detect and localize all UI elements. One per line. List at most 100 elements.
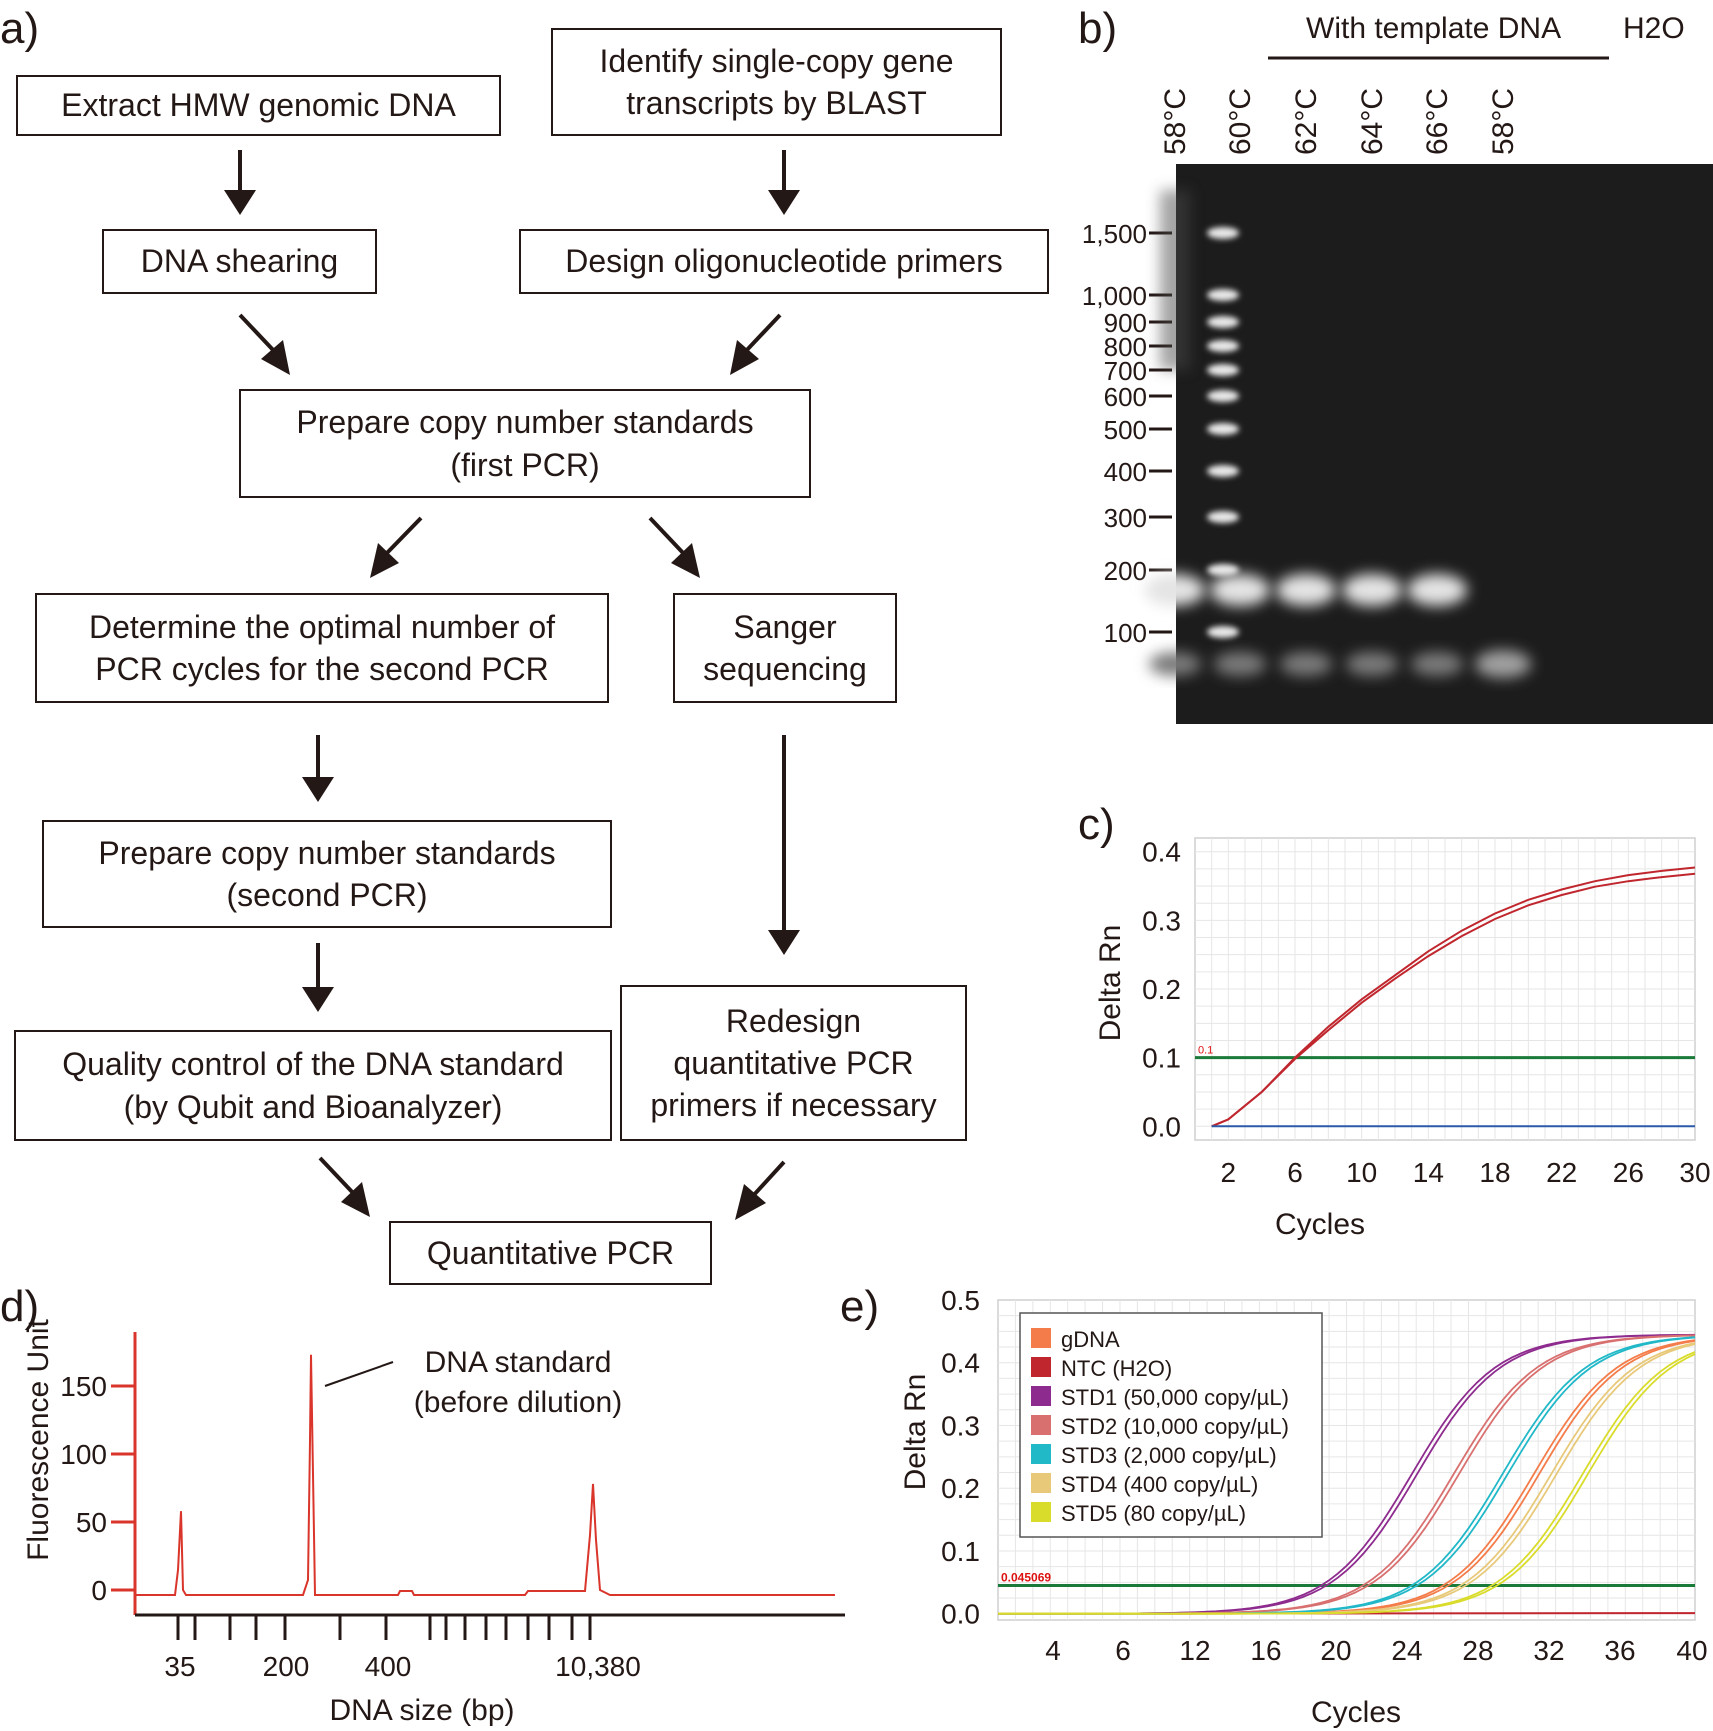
chart-e: 4 6 12 16 20 24 28 32 36 40 0.0 0.1 0.2 0.3 0.4 0.5 0.0… [899,1285,1708,1729]
chart-e-ytick: 0.5 [941,1285,980,1316]
gel-primer-dimer [1280,652,1332,676]
chart-e-ytick: 0.0 [941,1599,980,1630]
chart-e-legend-swatch [1031,1328,1051,1348]
chart-e-xlabel: Cycles [1311,1696,1401,1729]
gel-pcr-band [1342,574,1402,606]
chart-e-legend-label: STD4 (400 copy/µL) [1061,1472,1258,1497]
panel-label-c: c) [1078,800,1115,849]
chart-e-xtick: 20 [1320,1635,1351,1666]
gel-ladder-band [1207,626,1239,638]
chart-c-ylabel: Delta Rn [1094,925,1127,1042]
gel-lane-label: 60°C [1224,88,1257,155]
gel-panel: 58°C 60°C 62°C 64°C 66°C 58°C 1,500 1,00090080… [1082,56,1713,724]
chart-e-xtick: 32 [1533,1635,1564,1666]
arrow-extract-to-shearing [224,150,256,215]
chart-e-xtick: 6 [1115,1635,1131,1666]
chart-c-xtick: 14 [1413,1157,1444,1188]
panel-label-e: e) [840,1282,880,1331]
chart-c-xtick: 18 [1479,1157,1510,1188]
gel-ladder-band [1207,364,1239,376]
gel-ladder-band [1207,511,1239,523]
box-dna-shearing: DNA shearing [102,229,377,294]
gel-header-h2o: H2O [1623,12,1685,45]
arrow-prepare-to-determine [370,516,423,578]
gel-lane-label: 64°C [1356,88,1389,155]
gel-ladder-band [1207,390,1239,402]
chart-e-xtick: 16 [1250,1635,1281,1666]
chart-e-ylabel: Delta Rn [899,1374,932,1491]
box-prepare-first-pcr: Prepare copy number standards (first PCR… [239,389,811,498]
chart-c-ytick: 0.4 [1142,837,1181,868]
box-design-primers: Design oligonucleotide primers [519,229,1049,294]
chart-e-legend-box [1019,1312,1323,1538]
chart-e-ytick: 0.4 [941,1348,980,1379]
gel-primer-dimer [1411,652,1463,676]
chart-c-ytick: 0.0 [1142,1111,1181,1142]
chart-d-ytick: 0 [91,1575,107,1606]
gel-header-template: With template DNA [1306,12,1562,45]
box-redesign-primers: Redesign quantitative PCR primers if nec… [620,985,967,1141]
gel-ladder-label: 200 [1104,556,1147,586]
gel-ladder-label: 900 [1104,308,1147,338]
chart-e-ytick: 0.2 [941,1473,980,1504]
chart-d-ytick: 150 [60,1371,107,1402]
chart-c-xtick: 10 [1346,1157,1377,1188]
chart-c-ytick: 0.2 [1142,974,1181,1005]
box-quantitative-pcr: Quantitative PCR [389,1221,712,1285]
chart-e-xtick: 36 [1604,1635,1635,1666]
gel-ladder-label: 800 [1104,332,1147,362]
arrow-prepare-to-sanger [648,516,700,578]
gel-ladder-label: 1,000 [1082,281,1147,311]
panel-label-a: a) [0,4,40,53]
chart-e-legend-label: gDNA [1061,1327,1120,1352]
arrow-sanger-to-redesign [768,735,800,955]
chart-c-threshold-label: 0.1 [1198,1045,1213,1057]
chart-c-ytick: 0.1 [1142,1043,1181,1074]
gel-image [1176,164,1713,724]
chart-c-xtick: 30 [1679,1157,1710,1188]
box-extract-hmw-dna: Extract HMW genomic DNA [16,75,501,136]
gel-ladder-label: 300 [1104,503,1147,533]
gel-smear [1160,190,1190,370]
box-identify-single-copy: Identify single-copy gene transcripts by… [551,28,1002,136]
chart-e-xtick: 24 [1391,1635,1422,1666]
chart-e-legend-swatch [1031,1386,1051,1406]
box-sanger-sequencing: Sanger sequencing [673,593,897,703]
arrow-quality-to-qpcr [318,1156,370,1217]
gel-lane-label: 66°C [1421,88,1454,155]
chart-c-xtick: 6 [1287,1157,1303,1188]
chart-d-xtick: 400 [365,1651,412,1682]
chart-c-xtick: 2 [1221,1157,1237,1188]
chart-d-ytick: 50 [76,1507,107,1538]
gel-ladder-label: 600 [1104,382,1147,412]
chart-e-series-line [998,1353,1696,1615]
gel-ladder-band [1207,564,1239,576]
chart-e-xtick: 4 [1045,1635,1061,1666]
gel-ladder-label: 400 [1104,457,1147,487]
gel-primer-dimer [1149,652,1201,676]
gel-ladder-label: 500 [1104,415,1147,445]
chart-e-legend-swatch [1031,1415,1051,1435]
chart-e-xtick: 40 [1676,1635,1707,1666]
chart-c-xtick: 26 [1613,1157,1644,1188]
arrow-determine-to-second [302,735,334,802]
gel-ladder-label: 700 [1104,356,1147,386]
chart-e-threshold-label: 0.045069 [1001,1570,1051,1584]
gel-lane-label: 58°C [1487,88,1520,155]
gel-ladder-band [1207,340,1239,352]
gel-ladder-band [1207,289,1239,301]
chart-c-ytick: 0.3 [1142,905,1181,936]
box-quality-control: Quality control of the DNA standard (by … [14,1030,612,1141]
arrow-shearing-to-prepare [238,313,290,375]
gel-ladder-label: 1,500 [1082,219,1147,249]
chart-c-xtick: 22 [1546,1157,1577,1188]
arrow-design-to-prepare [730,313,782,375]
chart-d-trace [135,1354,835,1596]
gel-lane-label: 62°C [1290,88,1323,155]
chart-d-xtick: 35 [164,1651,195,1682]
gel-ladder-label: 100 [1104,618,1147,648]
gel-ladder-band [1207,316,1239,328]
chart-e-xtick: 12 [1179,1635,1210,1666]
arrow-second-to-quality [302,943,334,1012]
gel-ladder-band [1207,423,1239,435]
